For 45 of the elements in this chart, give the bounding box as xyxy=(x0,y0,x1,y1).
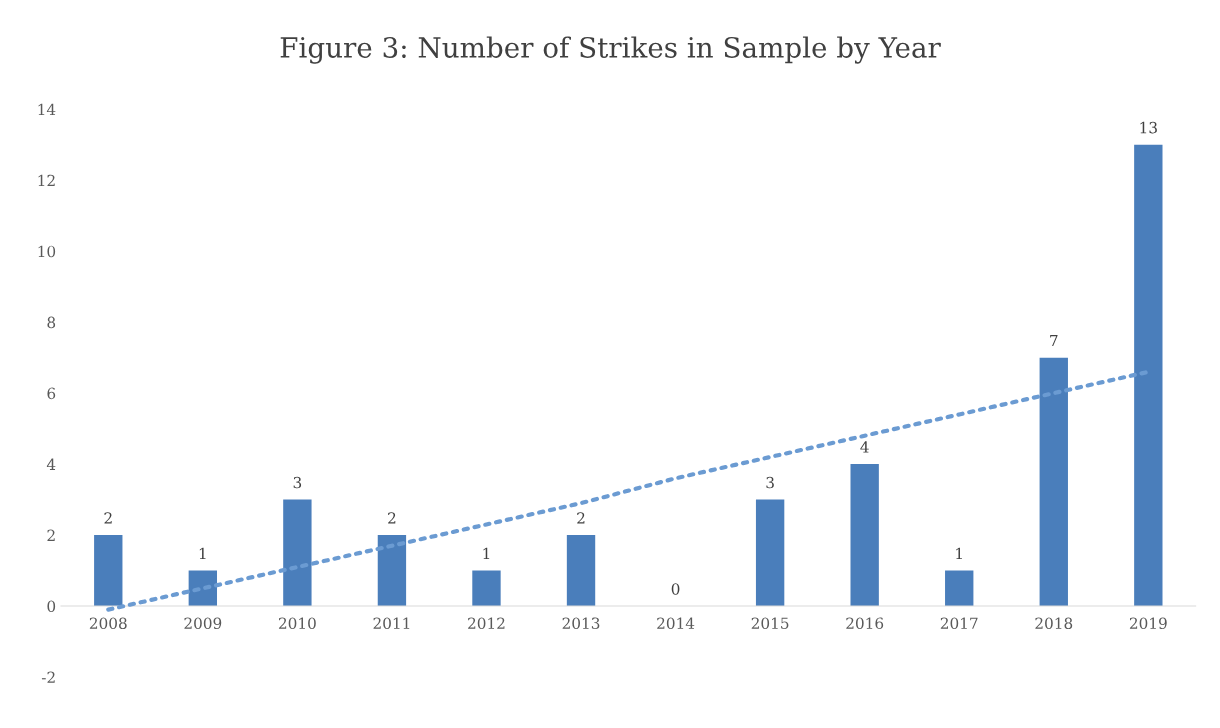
y-tick-label: 6 xyxy=(47,387,56,400)
y-tick-label: 8 xyxy=(47,316,56,329)
x-tick-label: 2014 xyxy=(657,617,695,629)
data-label: 0 xyxy=(671,583,680,595)
line-series xyxy=(106,369,1151,612)
x-tick-label: 2008 xyxy=(89,617,127,629)
bar xyxy=(283,499,312,607)
chart-title: Figure 3: Number of Strikes in Sample by Year xyxy=(280,36,941,64)
y-tick-label: 10 xyxy=(38,245,56,258)
x-tick-label: 2011 xyxy=(373,617,410,629)
x-tick-label: 2015 xyxy=(751,617,789,629)
data-label: 2 xyxy=(388,512,396,524)
x-tick-label: 2018 xyxy=(1035,617,1073,629)
data-label: 2 xyxy=(577,512,585,524)
x-tick-label: 2019 xyxy=(1129,617,1167,629)
x-tick-label: 2017 xyxy=(940,617,978,629)
x-tick-label: 2016 xyxy=(846,617,884,629)
bar xyxy=(755,499,785,607)
data-label: 13 xyxy=(1140,121,1157,134)
data-label: 1 xyxy=(199,547,206,560)
x-tick-label: 2010 xyxy=(278,617,316,629)
data-label: 3 xyxy=(293,476,302,489)
data-label: 3 xyxy=(766,476,774,489)
data-label: 4 xyxy=(860,441,869,453)
bar xyxy=(472,570,501,607)
bar xyxy=(94,535,123,607)
bar xyxy=(1134,144,1163,607)
y-tick-label: 0 xyxy=(47,600,56,613)
y-tick-label: 12 xyxy=(38,174,55,186)
bar xyxy=(1039,357,1068,607)
y-tick-label: -2 xyxy=(41,671,55,683)
bar xyxy=(377,535,407,607)
x-tick-label: 2009 xyxy=(184,617,222,629)
data-label: 2 xyxy=(104,512,112,524)
data-label: 1 xyxy=(956,547,962,560)
y-tick-label: 2 xyxy=(47,529,55,541)
bar xyxy=(850,464,879,607)
y-tick-label: 4 xyxy=(46,458,56,470)
x-tick-label: 2013 xyxy=(562,617,600,629)
data-label: 7 xyxy=(1050,334,1058,347)
bar xyxy=(945,570,974,607)
data-label: 1 xyxy=(483,547,490,560)
y-tick-label: 14 xyxy=(38,103,56,115)
bar xyxy=(566,535,596,607)
x-tick-label: 2012 xyxy=(468,617,505,629)
